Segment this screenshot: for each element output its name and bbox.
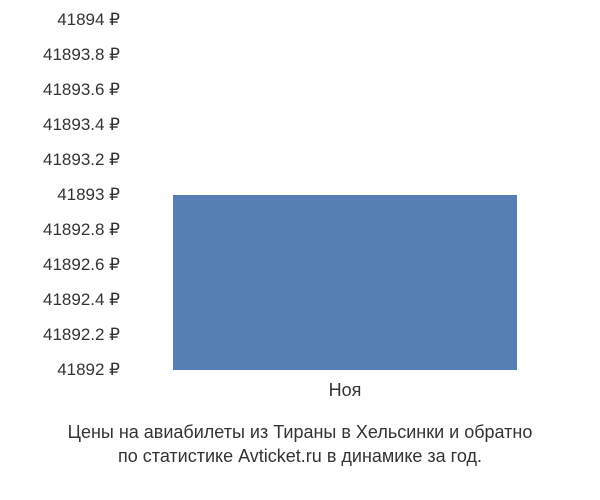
chart-caption: Цены на авиабилеты из Тираны в Хельсинки… [0, 420, 600, 469]
y-tick-label: 41892.6 ₽ [10, 255, 120, 275]
y-tick-label: 41893.2 ₽ [10, 150, 120, 170]
y-tick-label: 41894 ₽ [10, 10, 120, 30]
y-tick-label: 41893.6 ₽ [10, 80, 120, 100]
plot-area [125, 20, 565, 370]
y-tick-label: 41892.4 ₽ [10, 290, 120, 310]
y-tick-label: 41892.8 ₽ [10, 220, 120, 240]
x-tick-label: Ноя [329, 380, 362, 401]
y-tick-label: 41892 ₽ [10, 360, 120, 380]
bar [173, 195, 516, 370]
caption-line-1: Цены на авиабилеты из Тираны в Хельсинки… [68, 422, 533, 442]
y-tick-label: 41893 ₽ [10, 185, 120, 205]
y-tick-label: 41893.8 ₽ [10, 45, 120, 65]
y-tick-label: 41893.4 ₽ [10, 115, 120, 135]
caption-line-2: по статистике Avticket.ru в динамике за … [118, 446, 482, 466]
y-tick-label: 41892.2 ₽ [10, 325, 120, 345]
price-chart: 41892 ₽ 41892.2 ₽ 41892.4 ₽ 41892.6 ₽ 41892.… [0, 10, 600, 410]
